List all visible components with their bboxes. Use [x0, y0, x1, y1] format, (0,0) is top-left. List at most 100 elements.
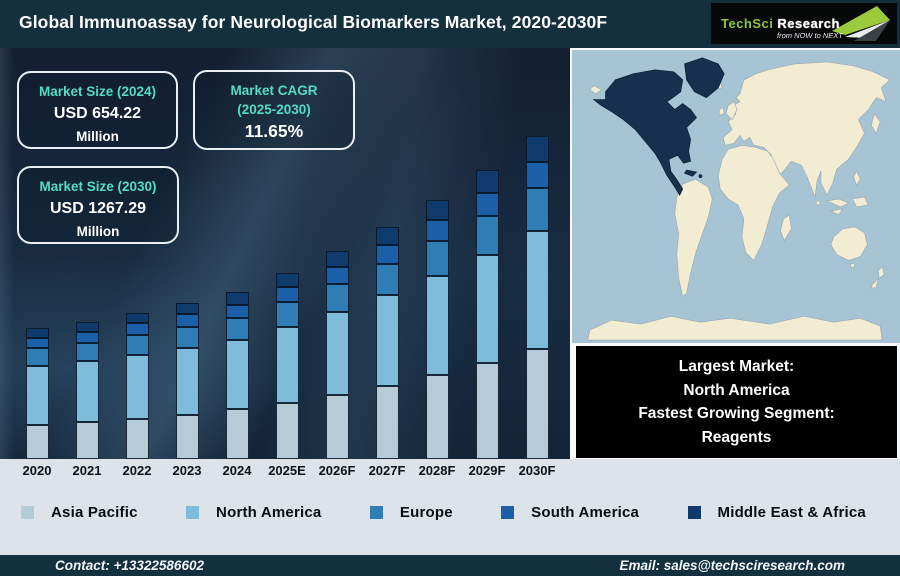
- stat-value: USD 1267.29: [49, 200, 147, 217]
- axis-label: 2025E: [268, 463, 306, 478]
- bar-segment: [275, 301, 299, 327]
- stacked-bar-2024: [225, 292, 249, 459]
- world-map: [572, 50, 900, 343]
- callout-line: Fastest Growing Segment:: [638, 405, 835, 422]
- stat-label: Market Size (2030): [39, 179, 157, 194]
- bar-segment: [25, 328, 49, 338]
- legend-swatch: [186, 505, 200, 519]
- stat-unit: Million: [76, 129, 119, 144]
- stacked-bar-2020: [25, 328, 49, 459]
- brand-logo: TechSci Research from NOW to NEXT: [711, 3, 897, 44]
- bar-segment: [425, 275, 449, 376]
- bar-segment: [225, 340, 249, 410]
- axis-label: 2030F: [518, 463, 556, 478]
- brand-primary: TechSci: [721, 16, 774, 31]
- bar-segment: [75, 322, 99, 332]
- stacked-bar-2026F: [325, 251, 349, 459]
- bar-segment: [125, 312, 149, 323]
- header: Global Immunoassay for Neurological Biom…: [0, 0, 900, 48]
- footer-email: Email: sales@techsciresearch.com: [619, 558, 845, 573]
- axis-label: 2028F: [418, 463, 456, 478]
- axis-label: 2023: [172, 463, 202, 478]
- stat-unit: Million: [76, 224, 120, 239]
- bar-segment: [375, 226, 399, 245]
- legend-item: Asia Pacific: [21, 504, 138, 521]
- bar-segment: [525, 161, 549, 189]
- stat-card-market-size-2024: Market Size (2024) USD 654.22 Million: [17, 71, 178, 149]
- callout-line: Reagents: [701, 428, 772, 446]
- map-land: [587, 61, 891, 341]
- bar-segment: [225, 304, 249, 319]
- bar-segment: [425, 220, 449, 242]
- bar-segment: [275, 272, 299, 287]
- bar-segment: [225, 318, 249, 341]
- bar-segment: [325, 266, 349, 284]
- legend-swatch: [21, 505, 34, 519]
- bar-segment: [525, 188, 549, 232]
- stacked-bar-2027F: [375, 226, 399, 459]
- bar-segment: [525, 349, 549, 459]
- stat-card-market-size-2030: Market Size (2030) USD 1267.29 Million: [17, 166, 179, 244]
- stacked-bar-2022: [125, 312, 149, 459]
- bar-segment: [75, 422, 99, 459]
- stacked-bar-chart: Market Size (2024) USD 654.22 Million Ma…: [0, 48, 570, 459]
- stacked-bar-2029F: [475, 169, 499, 459]
- brand-name: TechSci Research: [721, 16, 840, 31]
- axis-label: 2021: [72, 463, 102, 478]
- world-map-svg: [572, 50, 900, 343]
- stat-label-line2: (2025-2030): [237, 102, 311, 117]
- stacked-bar-2030F: [525, 136, 549, 459]
- callout-line: Largest Market:: [678, 358, 795, 375]
- bar-segment: [125, 334, 149, 355]
- legend-label: Middle East & Africa: [717, 503, 866, 521]
- bar-segment: [175, 347, 199, 415]
- brand-secondary: Research: [777, 16, 840, 31]
- bar-segment: [325, 251, 349, 267]
- bar-segment: [125, 418, 149, 459]
- bar-segment: [225, 292, 249, 305]
- bar-segment: [475, 254, 499, 363]
- bar-segment: [375, 385, 399, 459]
- bar-segment: [175, 414, 199, 459]
- bar-segment: [175, 302, 199, 315]
- legend-label: Europe: [399, 503, 453, 521]
- legend-label: Asia Pacific: [51, 503, 138, 521]
- bar-segment: [175, 314, 199, 327]
- stacked-bar-2021: [75, 322, 99, 459]
- bar-segment: [25, 365, 49, 426]
- bar-segment: [475, 192, 499, 216]
- chart-legend: Asia Pacific North America Europe South Ame…: [0, 501, 900, 523]
- map-north-america-highlight: [592, 57, 725, 196]
- stacked-bar-2028F: [425, 199, 449, 459]
- bottom-strip: 2020 2021 2022 2023 2024 2025E 2026F 2027F 2028F…: [0, 459, 900, 555]
- bar-segment: [525, 136, 549, 162]
- bar-segment: [25, 425, 49, 459]
- footer-contact: Contact: +13322586602: [55, 558, 204, 573]
- bar-segment: [175, 326, 199, 348]
- bar-segment: [75, 342, 99, 362]
- bar-segment: [325, 311, 349, 395]
- legend-item: Middle East & Africa: [687, 503, 866, 521]
- bar-segment: [425, 199, 449, 221]
- legend-swatch: [687, 505, 701, 519]
- main-area: Market Size (2024) USD 654.22 Million Ma…: [0, 48, 900, 459]
- axis-label: 2024: [222, 463, 252, 478]
- stat-value: 11.65%: [244, 121, 304, 141]
- legend-swatch: [369, 505, 383, 519]
- bar-segment: [475, 169, 499, 193]
- bar-segment: [425, 375, 449, 459]
- axis-label: 2026F: [318, 463, 356, 478]
- stat-label: Market Size (2024): [38, 84, 157, 99]
- stat-label: Market CAGR: [230, 83, 318, 98]
- bar-segment: [475, 362, 499, 459]
- bar-segment: [375, 244, 399, 264]
- bar-segment: [525, 231, 549, 350]
- bar-segment: [25, 347, 49, 366]
- legend-item: Europe: [369, 503, 453, 521]
- logo-arrow-icon: [832, 6, 890, 41]
- bar-segment: [25, 337, 49, 348]
- axis-label: 2029F: [468, 463, 506, 478]
- bar-segment: [275, 403, 299, 459]
- page-title: Global Immunoassay for Neurological Biom…: [19, 12, 608, 32]
